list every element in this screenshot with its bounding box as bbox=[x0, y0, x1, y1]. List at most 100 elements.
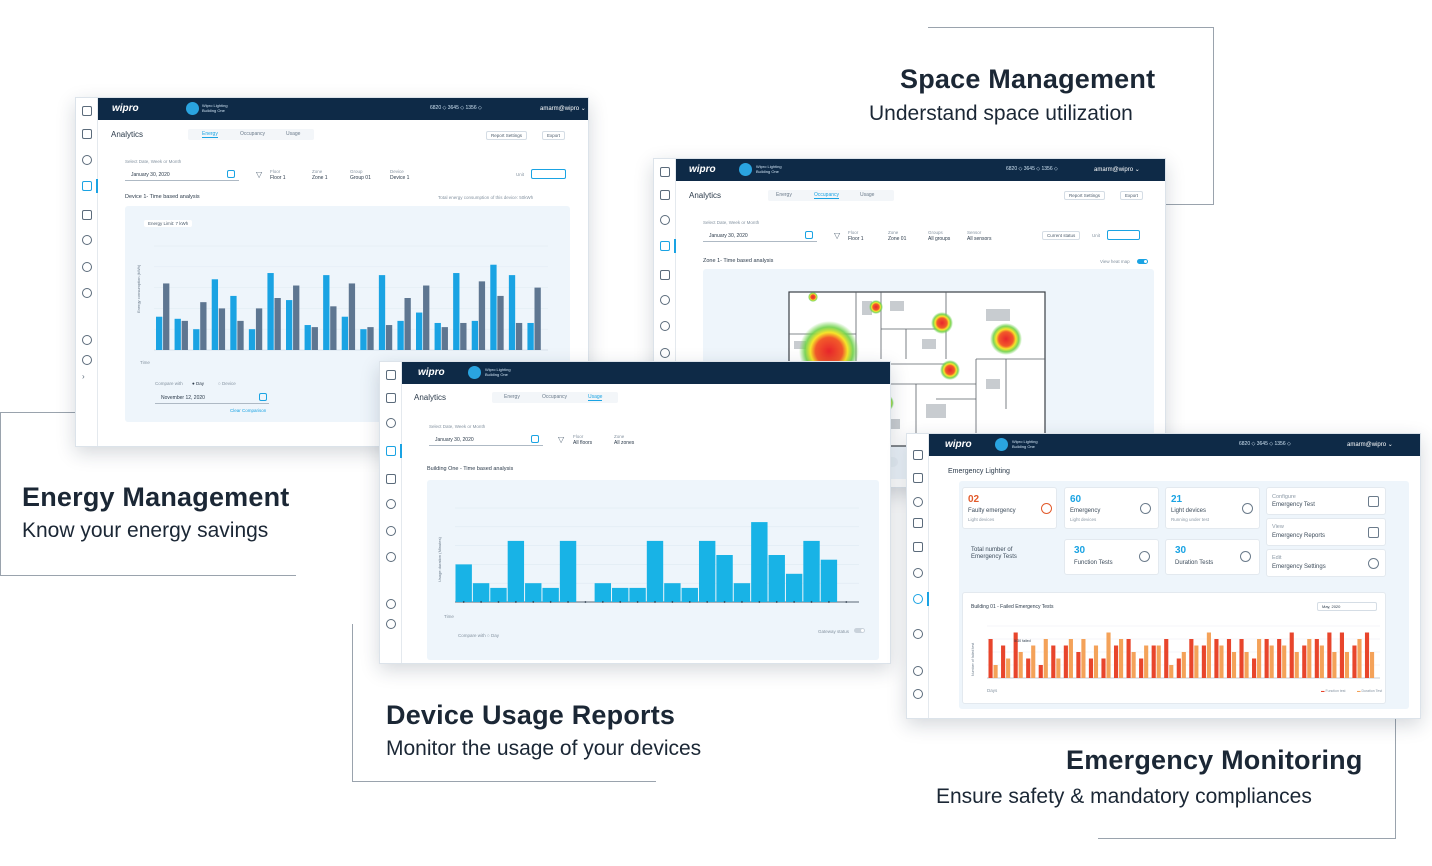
building-nav-icon[interactable] bbox=[386, 474, 396, 484]
function-tests-card[interactable]: 30 Function Tests bbox=[1064, 539, 1159, 575]
sun-icon[interactable] bbox=[386, 526, 396, 536]
devices-icon[interactable] bbox=[660, 190, 670, 200]
current-status-button[interactable]: Current status bbox=[1042, 231, 1081, 240]
date-picker[interactable]: January 30, 2020 bbox=[125, 169, 239, 181]
calendar-icon[interactable] bbox=[805, 231, 813, 239]
analytics-icon[interactable] bbox=[913, 518, 923, 528]
users-icon[interactable] bbox=[82, 355, 92, 365]
devices-icon[interactable] bbox=[82, 129, 92, 139]
building-icon[interactable] bbox=[739, 163, 752, 176]
tab-occupancy[interactable]: Occupancy bbox=[240, 131, 266, 137]
device-value[interactable]: Device 1 bbox=[390, 175, 410, 181]
users-icon[interactable] bbox=[913, 689, 923, 699]
user-menu[interactable]: amarm@wipro ⌄ bbox=[540, 106, 586, 112]
zone-value[interactable]: Zone 1 bbox=[312, 175, 328, 181]
devices-icon[interactable] bbox=[913, 473, 923, 483]
building-name[interactable]: Wipro Lighting Building One bbox=[202, 103, 228, 113]
filter-icon[interactable]: ▽ bbox=[834, 231, 841, 240]
emergency-devices-card[interactable]: 60 Emergency Light devices bbox=[1064, 487, 1159, 529]
filter-icon[interactable]: ▽ bbox=[256, 170, 263, 179]
clock-icon[interactable] bbox=[386, 418, 396, 428]
under-test-card[interactable]: 21 Light devices Running under test bbox=[1165, 487, 1260, 529]
calendar-icon[interactable] bbox=[227, 170, 235, 178]
month-picker[interactable]: May, 2020 bbox=[1317, 602, 1377, 611]
light-icon[interactable] bbox=[82, 235, 92, 245]
tab-energy[interactable]: Energy bbox=[202, 131, 218, 138]
date-picker[interactable]: January 30, 2020 bbox=[703, 230, 817, 242]
devices-icon[interactable] bbox=[386, 393, 396, 403]
calendar-icon[interactable] bbox=[531, 435, 539, 443]
tab-occupancy[interactable]: Occupancy bbox=[814, 192, 840, 199]
report-settings-button[interactable]: Report Settings bbox=[1064, 191, 1106, 200]
configure-test-action[interactable]: Configure Emergency Test bbox=[1266, 487, 1386, 515]
building-nav-icon[interactable] bbox=[82, 210, 92, 220]
home-icon[interactable] bbox=[82, 106, 92, 116]
zone-value[interactable]: All zones bbox=[614, 440, 635, 446]
duration-tests-card[interactable]: 30 Duration Tests bbox=[1165, 539, 1260, 575]
user-menu[interactable]: amarm@wipro ⌄ bbox=[1347, 442, 1393, 448]
calendar-icon[interactable] bbox=[259, 393, 267, 401]
zone-value[interactable]: Zone 01 bbox=[888, 236, 907, 242]
clear-comparison-link[interactable]: Clear Comparison bbox=[230, 408, 267, 413]
sensor-icon[interactable] bbox=[386, 552, 396, 562]
sensor-icon[interactable] bbox=[82, 288, 92, 298]
settings-icon[interactable] bbox=[913, 666, 923, 676]
building-name[interactable]: Wipro Lighting Building One bbox=[1012, 439, 1038, 449]
compare-date-picker[interactable]: November 12, 2020 bbox=[155, 392, 269, 404]
sensor-value[interactable]: All sensors bbox=[967, 236, 992, 242]
home-icon[interactable] bbox=[660, 167, 670, 177]
group-value[interactable]: Group 01 bbox=[350, 175, 371, 181]
user-menu[interactable]: amarm@wipro ⌄ bbox=[1094, 167, 1140, 173]
settings-icon[interactable] bbox=[386, 599, 396, 609]
light-icon[interactable] bbox=[913, 568, 923, 578]
faulty-emergency-card[interactable]: 02 Faulty emergency Light devices bbox=[962, 487, 1057, 529]
export-button[interactable]: Export bbox=[1120, 191, 1144, 200]
export-button[interactable]: Export bbox=[542, 131, 566, 140]
clock-icon[interactable] bbox=[82, 155, 92, 165]
compare-device-option[interactable]: ○ Device bbox=[218, 381, 236, 386]
building-nav-icon[interactable] bbox=[660, 270, 670, 280]
light-icon[interactable] bbox=[386, 499, 396, 509]
heat-map-toggle[interactable] bbox=[1137, 259, 1148, 264]
building-name[interactable]: Wipro Lighting Building One bbox=[756, 164, 782, 174]
tab-energy[interactable]: Energy bbox=[776, 192, 792, 198]
home-icon[interactable] bbox=[913, 450, 923, 460]
date-picker[interactable]: January 30, 2020 bbox=[429, 434, 543, 446]
tab-occupancy[interactable]: Occupancy bbox=[542, 394, 568, 400]
building-icon[interactable] bbox=[468, 366, 481, 379]
sun-icon[interactable] bbox=[82, 262, 92, 272]
building-nav-icon[interactable] bbox=[913, 542, 923, 552]
unit-toggle[interactable] bbox=[531, 169, 566, 179]
gateway-status-toggle[interactable] bbox=[854, 628, 865, 633]
building-icon[interactable] bbox=[995, 438, 1008, 451]
report-settings-button[interactable]: Report Settings bbox=[486, 131, 528, 140]
view-reports-action[interactable]: View Emergency Reports bbox=[1266, 518, 1386, 546]
floor-value[interactable]: All floors bbox=[573, 440, 593, 446]
settings-icon[interactable] bbox=[82, 335, 92, 345]
clock-icon[interactable] bbox=[913, 497, 923, 507]
floor-value[interactable]: Floor 1 bbox=[848, 236, 864, 242]
floor-value[interactable]: Floor 1 bbox=[270, 175, 286, 181]
analytics-icon[interactable] bbox=[386, 446, 396, 456]
chevron-right-icon[interactable]: › bbox=[82, 372, 85, 381]
tab-usage[interactable]: Usage bbox=[286, 131, 301, 137]
groups-value[interactable]: All groups bbox=[928, 236, 951, 242]
analytics-icon[interactable] bbox=[82, 181, 92, 191]
tab-usage[interactable]: Usage bbox=[588, 394, 603, 401]
sun-icon[interactable] bbox=[660, 321, 670, 331]
users-icon[interactable] bbox=[386, 619, 396, 629]
compare-day-option[interactable]: ● Day bbox=[192, 381, 204, 386]
unit-toggle[interactable] bbox=[1107, 230, 1140, 240]
home-icon[interactable] bbox=[386, 370, 396, 380]
sensor-icon[interactable] bbox=[660, 348, 670, 358]
sensor-icon[interactable] bbox=[913, 629, 923, 639]
sun-icon[interactable] bbox=[913, 594, 923, 604]
light-icon[interactable] bbox=[660, 295, 670, 305]
filter-icon[interactable]: ▽ bbox=[558, 435, 565, 444]
building-name[interactable]: Wipro Lighting Building One bbox=[485, 367, 511, 377]
building-icon[interactable] bbox=[186, 102, 199, 115]
analytics-icon[interactable] bbox=[660, 241, 670, 251]
clock-icon[interactable] bbox=[660, 215, 670, 225]
tab-usage[interactable]: Usage bbox=[860, 192, 875, 198]
edit-settings-action[interactable]: Edit Emergency Settings bbox=[1266, 549, 1386, 577]
